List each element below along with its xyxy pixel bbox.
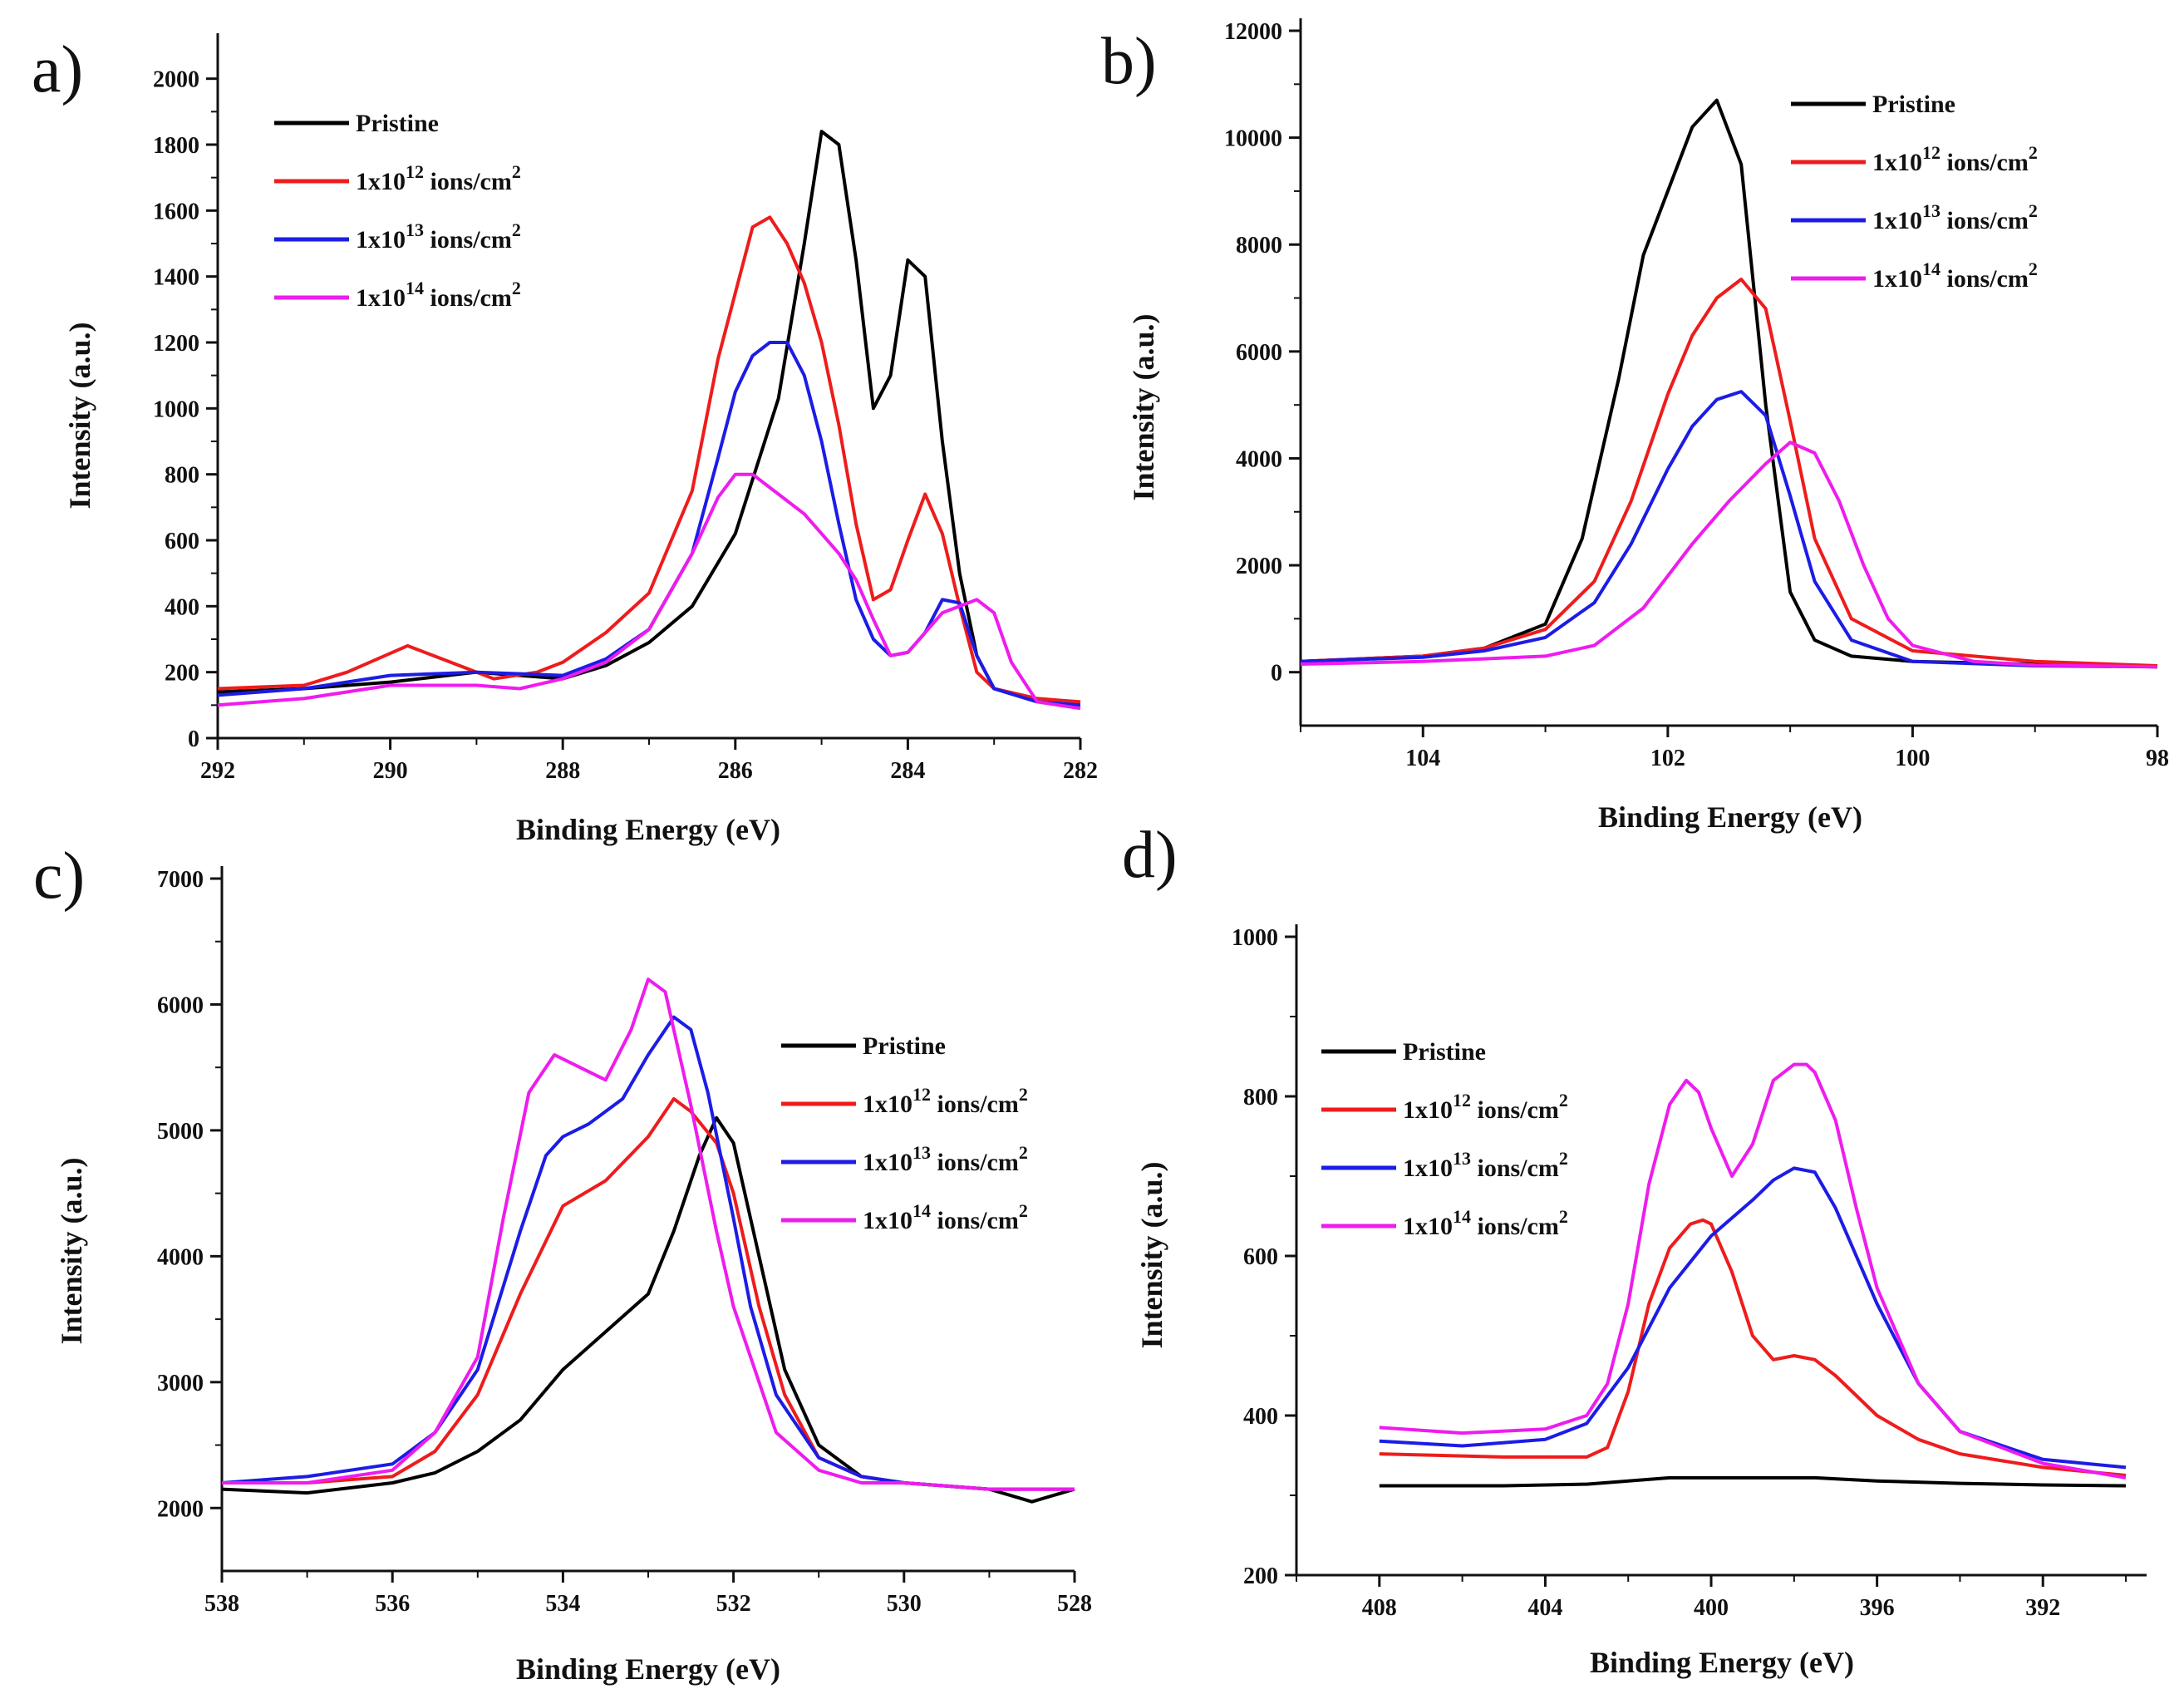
series-line xyxy=(1300,390,2158,669)
legend-entry: 1x1014 ions/cm2 xyxy=(1403,1206,1568,1240)
x-axis-title: Binding Energy (eV) xyxy=(516,813,780,846)
y-tick-label: 1000 xyxy=(153,396,199,422)
series-line xyxy=(1300,441,2158,669)
x-tick-label: 392 xyxy=(2025,1595,2060,1621)
y-tick-label: 8000 xyxy=(1236,233,1282,259)
y-axis-title: Intensity (a.u.) xyxy=(63,322,96,509)
y-tick-label: 4000 xyxy=(157,1244,204,1270)
x-tick-label: 536 xyxy=(375,1591,410,1617)
series-line xyxy=(1379,1218,2127,1477)
legend-entry: 1x1014 ions/cm2 xyxy=(863,1200,1028,1234)
y-tick-label: 1200 xyxy=(153,331,199,357)
y-tick-label: 2000 xyxy=(153,67,199,93)
x-tick-label: 104 xyxy=(1405,746,1440,771)
y-tick-label: 0 xyxy=(1271,661,1282,687)
y-tick-label: 200 xyxy=(165,661,199,687)
series-line xyxy=(217,341,1081,707)
series-line xyxy=(221,1015,1075,1491)
legend-entry: 1x1013 ions/cm2 xyxy=(1403,1148,1568,1182)
legend-entry: 1x1013 ions/cm2 xyxy=(863,1142,1028,1176)
panel-letter: d) xyxy=(1122,819,1178,892)
y-tick-label: 800 xyxy=(165,463,199,489)
y-tick-label: 5000 xyxy=(157,1119,204,1145)
y-tick-label: 3000 xyxy=(157,1371,204,1396)
y-tick-label: 800 xyxy=(1243,1085,1278,1110)
chart-panel-b: b) 104 102 100 98 0 2000 4000 6000 8000 10000 12000… xyxy=(1101,18,2169,834)
legend-entry: 1x1013 ions/cm2 xyxy=(1872,200,2038,234)
x-tick-label: 404 xyxy=(1527,1595,1562,1621)
x-tick-label: 396 xyxy=(1860,1595,1895,1621)
y-tick-label: 2000 xyxy=(157,1496,204,1522)
x-tick-label: 400 xyxy=(1694,1595,1729,1621)
series-line xyxy=(1300,278,2158,667)
legend-entry: 1x1013 ions/cm2 xyxy=(356,219,521,254)
x-tick-label: 288 xyxy=(545,758,580,784)
y-axis-title: Intensity (a.u.) xyxy=(55,1157,88,1344)
y-tick-label: 12000 xyxy=(1224,19,1282,45)
y-tick-label: 1000 xyxy=(1232,925,1278,951)
series-line xyxy=(222,977,1075,1491)
y-axis-title: Intensity (a.u.) xyxy=(1135,1161,1168,1348)
y-tick-label: 4000 xyxy=(1236,446,1282,472)
x-tick-label: 530 xyxy=(887,1591,922,1617)
y-tick-label: 7000 xyxy=(157,867,204,893)
x-axis-title: Binding Energy (eV) xyxy=(1590,1646,1854,1679)
x-tick-label: 290 xyxy=(373,758,408,784)
x-tick-label: 534 xyxy=(545,1591,580,1617)
legend-entry: Pristine xyxy=(356,110,439,137)
series-line xyxy=(217,130,1038,704)
legend-entry: 1x1012 ions/cm2 xyxy=(1872,142,2038,176)
x-tick-label: 408 xyxy=(1362,1595,1397,1621)
y-tick-label: 1800 xyxy=(153,133,199,159)
series-line xyxy=(217,472,1081,711)
x-tick-label: 528 xyxy=(1057,1591,1092,1617)
x-tick-label: 284 xyxy=(890,758,925,784)
x-axis-title: Binding Energy (eV) xyxy=(516,1652,780,1686)
legend-entry: Pristine xyxy=(863,1032,946,1060)
x-tick-label: 100 xyxy=(1895,746,1930,771)
x-axis-title: Binding Energy (eV) xyxy=(1598,800,1862,834)
legend-entry: 1x1014 ions/cm2 xyxy=(356,278,521,312)
x-tick-label: 538 xyxy=(204,1591,239,1617)
y-tick-label: 400 xyxy=(165,594,199,620)
panel-letter: c) xyxy=(33,840,85,913)
y-axis-title: Intensity (a.u.) xyxy=(1127,313,1160,500)
y-tick-label: 600 xyxy=(1243,1244,1278,1270)
legend-entry: 1x1012 ions/cm2 xyxy=(356,161,521,195)
y-tick-label: 6000 xyxy=(157,992,204,1018)
y-tick-label: 2000 xyxy=(1236,554,1282,579)
y-tick-label: 600 xyxy=(165,529,199,554)
panel-letter: a) xyxy=(32,33,83,106)
series-line xyxy=(1379,1475,2127,1488)
y-tick-label: 200 xyxy=(1243,1563,1278,1589)
chart-panel-c: c) 538 536 534 532 530 528 2000 3000 4000 5000 6000… xyxy=(33,840,1092,1686)
chart-panel-d: d) 408 404 400 396 392 200 400 600 800 1000 Binding… xyxy=(1122,819,2147,1679)
y-tick-label: 6000 xyxy=(1236,340,1282,366)
y-tick-label: 1600 xyxy=(153,199,199,224)
series-line xyxy=(1300,98,2158,669)
legend-entry: 1x1014 ions/cm2 xyxy=(1872,259,2038,293)
y-tick-label: 10000 xyxy=(1224,126,1282,152)
x-tick-label: 102 xyxy=(1650,746,1685,771)
x-tick-label: 282 xyxy=(1063,758,1098,784)
chart-panel-a: a) 292 290 288 286 284 282 0 200 400 600 800 1000 120… xyxy=(32,33,1098,846)
y-tick-label: 1400 xyxy=(153,265,199,291)
series-line xyxy=(1379,1062,2127,1480)
legend-entry: Pristine xyxy=(1872,91,1955,118)
x-tick-label: 286 xyxy=(718,758,753,784)
legend-entry: 1x1012 ions/cm2 xyxy=(1403,1090,1568,1124)
y-tick-label: 400 xyxy=(1243,1404,1278,1430)
legend-entry: Pristine xyxy=(1403,1038,1486,1066)
y-tick-label: 0 xyxy=(188,726,199,752)
panel-letter: b) xyxy=(1101,25,1157,98)
x-tick-label: 292 xyxy=(200,758,235,784)
legend-entry: 1x1012 ions/cm2 xyxy=(863,1084,1028,1118)
x-tick-label: 98 xyxy=(2146,746,2169,771)
x-tick-label: 532 xyxy=(716,1591,751,1617)
